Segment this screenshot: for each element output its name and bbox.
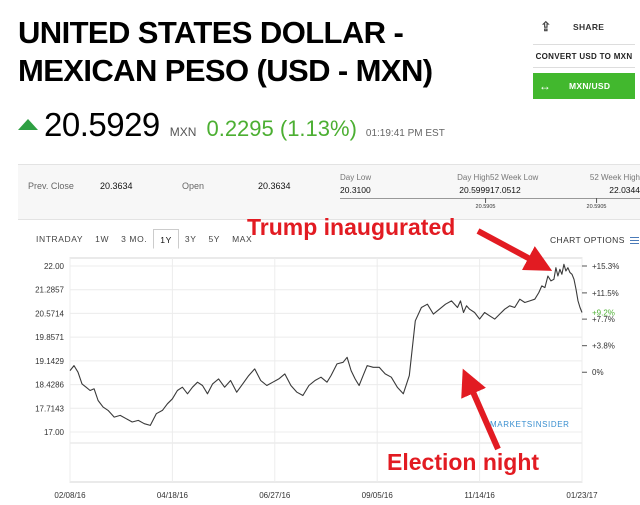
- share-button[interactable]: ⇪ SHARE: [533, 14, 635, 40]
- right-tick-label: +11.5%: [592, 289, 619, 298]
- week52-high-value: 22.0344: [609, 185, 640, 195]
- x-tick-label: 02/08/16: [54, 491, 86, 500]
- share-label: SHARE: [573, 22, 605, 32]
- x-tick-label: 01/23/17: [566, 491, 598, 500]
- day-range-bar: 20.5905: [340, 198, 495, 210]
- right-tick-label: +3.8%: [592, 342, 615, 351]
- page-title-line1: UNITED STATES DOLLAR -: [18, 15, 404, 50]
- day-high-value: 20.5999: [459, 185, 490, 195]
- prev-close-value: 20.3634: [100, 181, 133, 191]
- right-tick-label: +7.7%: [592, 315, 615, 324]
- y-tick-label: 17.7143: [35, 404, 64, 413]
- day-high-label: Day High: [457, 173, 490, 182]
- x-tick-label: 06/27/16: [259, 491, 291, 500]
- trump-annotation: Trump inaugurated: [247, 214, 456, 240]
- tab-3y[interactable]: 3Y: [184, 234, 197, 244]
- y-tick-label: 18.4286: [35, 381, 64, 390]
- price-quote: 20.5929 MXN 0.2295 (1.13%) 01:19:41 PM E…: [18, 106, 445, 143]
- week52-range-bar: 20.5905: [490, 198, 640, 210]
- y-tick-label: 21.2857: [35, 286, 64, 295]
- day-range: Day Low Day High 20.3100 20.5999 20.5905: [340, 173, 495, 210]
- tab-1w[interactable]: 1W: [95, 234, 110, 244]
- menu-icon: [629, 236, 639, 244]
- price-line: [69, 263, 583, 426]
- y-tick-label: 20.5714: [35, 309, 64, 318]
- y-tick-label: 19.8571: [35, 333, 64, 342]
- x-tick-label: 09/05/16: [362, 491, 394, 500]
- day-low-label: Day Low: [340, 173, 372, 182]
- week52-range: 52 Week Low 52 Week High 17.0512 22.0344…: [490, 173, 640, 210]
- mxnusd-button[interactable]: ↔ MXN/USD: [533, 73, 635, 99]
- open-value: 20.3634: [258, 181, 291, 191]
- x-tick-label: 04/18/16: [157, 491, 189, 500]
- week52-low-label: 52 Week Low: [490, 173, 539, 182]
- x-tick-label: 11/14/16: [464, 491, 495, 500]
- tab-max[interactable]: MAX: [232, 234, 253, 244]
- week52-low-value: 17.0512: [490, 185, 521, 195]
- share-icon: ⇪: [540, 19, 552, 34]
- watermark: MARKETSINSIDER: [490, 420, 570, 429]
- stats-bar: Prev. Close 20.3634 Open 20.3634 Day Low…: [18, 164, 640, 220]
- tab-1y[interactable]: 1Y: [153, 229, 179, 249]
- y-tick-label: 17.00: [44, 428, 65, 437]
- tab-intraday[interactable]: INTRADAY: [36, 234, 84, 244]
- election-arrow: [461, 368, 501, 451]
- right-tick-label: 0%: [592, 368, 604, 377]
- time-range-tabs: INTRADAY 1W 3 MO. 1Y 3Y 5Y MAX: [30, 229, 258, 249]
- week52-range-marker: 20.5905: [586, 198, 607, 210]
- convert-button[interactable]: CONVERT USD TO MXN: [533, 44, 635, 68]
- quote-time: 01:19:41 PM EST: [365, 128, 445, 139]
- page-title: UNITED STATES DOLLAR - MEXICAN PESO (USD…: [18, 14, 458, 90]
- page-title-line2: MEXICAN PESO (USD - MXN): [18, 53, 433, 88]
- day-range-marker: 20.5905: [475, 198, 496, 210]
- tab-3mo[interactable]: 3 MO.: [121, 234, 148, 244]
- trump-arrow: [476, 228, 553, 271]
- swap-arrows-icon: ↔: [538, 79, 552, 93]
- right-tick-label: +15.3%: [592, 262, 619, 271]
- mxnusd-label: MXN/USD: [569, 81, 611, 91]
- up-arrow-icon: [18, 119, 38, 130]
- week52-high-label: 52 Week High: [589, 173, 640, 182]
- y-tick-label: 19.1429: [35, 357, 64, 366]
- day-low-value: 20.3100: [340, 185, 371, 195]
- chart-options-label: CHART OPTIONS: [550, 235, 625, 245]
- currency-code: MXN: [169, 125, 197, 139]
- election-annotation: Election night: [387, 449, 540, 475]
- tab-5y[interactable]: 5Y: [208, 234, 221, 244]
- chart-options-button[interactable]: CHART OPTIONS: [550, 235, 639, 245]
- prev-close-label: Prev. Close: [28, 181, 74, 191]
- y-tick-label: 22.00: [44, 262, 65, 271]
- open-label: Open: [182, 181, 205, 191]
- price-change: 0.2295 (1.13%): [206, 116, 357, 141]
- current-pct-label: +9.2%: [592, 309, 615, 318]
- current-price: 20.5929: [44, 106, 160, 143]
